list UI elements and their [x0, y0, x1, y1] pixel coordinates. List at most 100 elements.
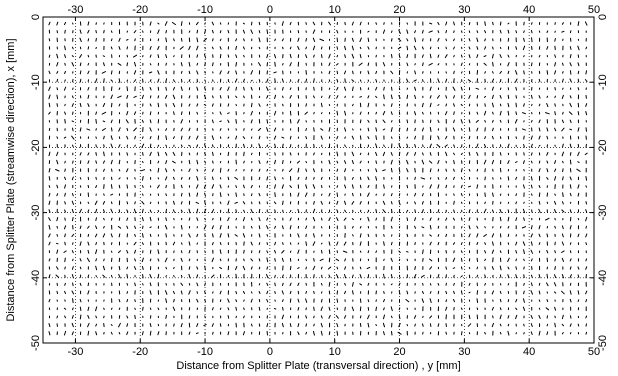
velocity-vector [321, 193, 323, 196]
velocity-vector [313, 152, 315, 156]
velocity-vector [172, 209, 175, 213]
velocity-vector [289, 290, 292, 295]
velocity-vector [484, 21, 486, 26]
velocity-vector [359, 233, 362, 238]
velocity-vector [476, 127, 479, 132]
velocity-vector [55, 169, 60, 172]
velocity-vector [141, 143, 145, 148]
velocity-vector [141, 208, 144, 214]
velocity-vector [398, 95, 401, 99]
velocity-vector [367, 136, 370, 140]
velocity-vector [336, 200, 339, 205]
velocity-vector [142, 185, 144, 188]
velocity-vector [414, 30, 416, 34]
velocity-vector [312, 29, 316, 34]
velocity-vector [71, 103, 74, 107]
velocity-vector [499, 29, 502, 34]
velocity-vector [157, 78, 160, 83]
velocity-vector [585, 216, 588, 222]
velocity-vector [188, 79, 191, 82]
velocity-vector [196, 192, 199, 197]
velocity-vector [414, 94, 417, 99]
velocity-vector [165, 233, 167, 238]
velocity-vector [375, 143, 378, 149]
velocity-vector [289, 95, 292, 99]
velocity-vector [359, 323, 362, 328]
velocity-vector [398, 193, 401, 197]
velocity-vector [95, 160, 97, 164]
velocity-vector [445, 30, 447, 34]
velocity-vector [305, 176, 307, 181]
velocity-vector [48, 233, 51, 238]
velocity-vector [515, 30, 517, 34]
velocity-vector [460, 103, 463, 107]
velocity-vector [344, 54, 346, 58]
velocity-vector [468, 119, 471, 124]
velocity-vector [499, 46, 502, 50]
velocity-vector [87, 241, 90, 246]
velocity-vector [95, 46, 97, 49]
velocity-vector [538, 135, 541, 140]
velocity-vector [101, 128, 106, 131]
velocity-vector [243, 95, 245, 99]
velocity-vector [569, 176, 572, 181]
velocity-vector [476, 54, 479, 58]
velocity-vector [87, 209, 90, 213]
velocity-vector [71, 250, 74, 254]
velocity-vector [274, 94, 277, 99]
velocity-vector [476, 274, 479, 278]
velocity-vector [126, 217, 129, 221]
velocity-vector [499, 110, 502, 116]
velocity-vector [188, 70, 191, 75]
velocity-vector [165, 30, 167, 34]
velocity-vector [149, 258, 152, 262]
velocity-vector [514, 78, 518, 83]
velocity-vector [530, 233, 533, 238]
velocity-vector [95, 78, 98, 83]
velocity-vector [227, 119, 230, 123]
velocity-vector [274, 282, 276, 287]
velocity-vector [491, 159, 494, 165]
velocity-vector [445, 233, 448, 238]
velocity-vector [149, 79, 152, 82]
velocity-vector [204, 282, 206, 287]
velocity-vector [321, 54, 323, 59]
velocity-vector [359, 96, 362, 98]
velocity-vector [383, 234, 385, 237]
velocity-vector [507, 209, 510, 213]
velocity-vector [289, 87, 292, 90]
velocity-vector [211, 274, 215, 278]
velocity-vector [499, 103, 502, 107]
velocity-vector [453, 70, 455, 75]
velocity-vector [227, 86, 230, 91]
velocity-vector [476, 233, 479, 238]
y-tick-label-left: -10 [30, 74, 42, 90]
velocity-vector [569, 298, 572, 303]
velocity-vector [211, 46, 214, 50]
velocity-vector [258, 46, 261, 50]
velocity-vector [398, 62, 401, 66]
velocity-vector [149, 111, 152, 116]
velocity-vector [499, 87, 502, 90]
velocity-vector [461, 217, 463, 221]
velocity-vector [235, 86, 237, 91]
velocity-vector [219, 201, 222, 205]
velocity-vector [585, 266, 588, 270]
velocity-vector [72, 282, 74, 287]
velocity-vector [103, 135, 105, 140]
velocity-vector [63, 307, 67, 310]
velocity-vector [204, 217, 206, 221]
velocity-vector [86, 257, 90, 263]
velocity-vector [460, 152, 463, 156]
velocity-vector [460, 184, 463, 189]
velocity-vector [313, 78, 315, 83]
velocity-vector [569, 225, 572, 230]
velocity-vector [165, 135, 168, 140]
velocity-vector [188, 233, 191, 238]
velocity-vector [95, 208, 98, 214]
velocity-vector [95, 306, 98, 312]
x-tick-label-bottom: 40 [523, 346, 535, 358]
velocity-vector [383, 193, 385, 197]
velocity-vector [476, 298, 479, 303]
velocity-vector [250, 79, 253, 82]
